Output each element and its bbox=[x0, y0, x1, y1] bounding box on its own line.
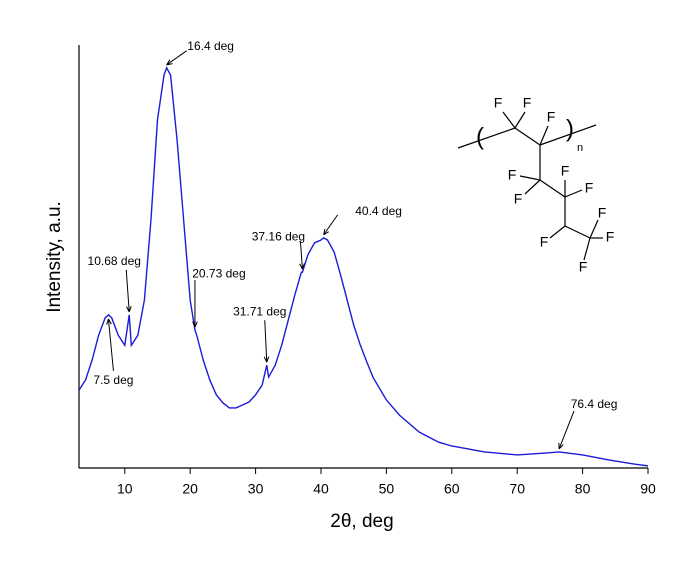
x-tick-label: 40 bbox=[313, 481, 329, 497]
atom-label: F bbox=[494, 95, 503, 111]
atom-label: F bbox=[561, 163, 570, 179]
structure bbox=[457, 111, 603, 261]
bond bbox=[514, 111, 526, 129]
bond bbox=[539, 179, 566, 198]
annotation-arrow bbox=[106, 318, 114, 371]
subscript: n bbox=[577, 142, 583, 154]
y-axis-label: Intensity, a.u. bbox=[44, 201, 65, 313]
bond bbox=[539, 125, 549, 146]
annotation: 7.5 deg bbox=[93, 373, 133, 387]
bond bbox=[564, 189, 583, 198]
bond bbox=[502, 111, 516, 129]
x-tick-label: 70 bbox=[509, 481, 525, 497]
annotation: 37.16 deg bbox=[252, 229, 305, 243]
annotation-arrow bbox=[263, 320, 270, 363]
bond bbox=[519, 175, 541, 181]
atom-label: F bbox=[508, 167, 517, 183]
annotation-arrow bbox=[166, 50, 187, 66]
bond bbox=[589, 219, 599, 239]
bracket: ( bbox=[476, 123, 484, 150]
annotation-arrow bbox=[125, 269, 132, 313]
bond bbox=[514, 127, 541, 146]
annotation-arrow bbox=[192, 280, 198, 328]
atom-label: F bbox=[579, 259, 588, 275]
bond bbox=[564, 225, 591, 239]
annotation-arrow bbox=[323, 214, 339, 236]
x-tick-label: 10 bbox=[117, 481, 133, 497]
annotation: 40.4 deg bbox=[355, 204, 402, 218]
annotation-arrow bbox=[558, 410, 575, 450]
atom-label: F bbox=[540, 234, 549, 250]
x-tick-label: 60 bbox=[444, 481, 460, 497]
atom-label: F bbox=[547, 109, 556, 125]
bond bbox=[457, 127, 516, 149]
annotation: 10.68 deg bbox=[88, 254, 141, 268]
annotation-arrow bbox=[299, 241, 305, 270]
annotation: 20.73 deg bbox=[192, 266, 245, 280]
bond bbox=[549, 225, 566, 239]
bond bbox=[583, 237, 591, 261]
bond bbox=[539, 124, 597, 146]
x-tick-label: 90 bbox=[640, 481, 656, 497]
atom-label: F bbox=[606, 229, 615, 245]
x-tick-label: 50 bbox=[379, 481, 395, 497]
annotation: 31.71 deg bbox=[233, 304, 286, 318]
atom-label: F bbox=[514, 191, 523, 207]
x-axis-label: 2θ, deg bbox=[330, 511, 393, 532]
atom-label: F bbox=[585, 180, 594, 196]
x-tick-label: 20 bbox=[182, 481, 198, 497]
x-tick-label: 30 bbox=[248, 481, 264, 497]
x-tick-label: 80 bbox=[575, 481, 591, 497]
atom-label: F bbox=[523, 95, 532, 111]
data-line bbox=[78, 66, 649, 467]
atom-label: F bbox=[598, 205, 607, 221]
annotation: 16.4 deg bbox=[187, 39, 234, 53]
annotation: 76.4 deg bbox=[571, 397, 618, 411]
bracket: ) bbox=[566, 115, 574, 142]
bond bbox=[524, 179, 541, 195]
